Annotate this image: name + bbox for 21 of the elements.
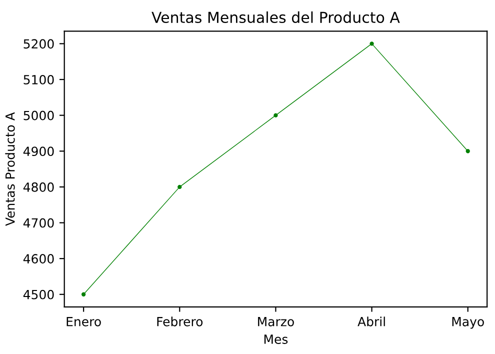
y-tick-label: 4700: [23, 218, 54, 228]
x-axis-title: Mes: [264, 334, 288, 344]
x-tick-label: Febrero: [157, 316, 203, 326]
point: [466, 149, 470, 154]
y-tick-label: 4500: [23, 290, 54, 300]
y-tick-label: 5200: [24, 39, 54, 49]
y-axis-title: Ventas Producto A: [5, 112, 15, 226]
point: [274, 113, 278, 118]
x-tick-label: Abril: [358, 316, 385, 326]
point: [178, 184, 182, 190]
x-tick-label: Mayo: [452, 317, 484, 329]
y-tick-label: 5000: [24, 110, 54, 120]
point: [81, 292, 86, 296]
x-tick-label: Enero: [66, 317, 101, 326]
y-tick-label: 4900: [23, 146, 54, 156]
point: [370, 42, 374, 46]
y-tick-label: 4800: [23, 182, 54, 192]
chart-title: Ventas Mensuales del Producto A: [152, 11, 400, 24]
y-tick-label: 4600: [23, 254, 54, 264]
y-tick-label: 5100: [24, 74, 54, 84]
x-tick-label: Marzo: [258, 317, 294, 326]
